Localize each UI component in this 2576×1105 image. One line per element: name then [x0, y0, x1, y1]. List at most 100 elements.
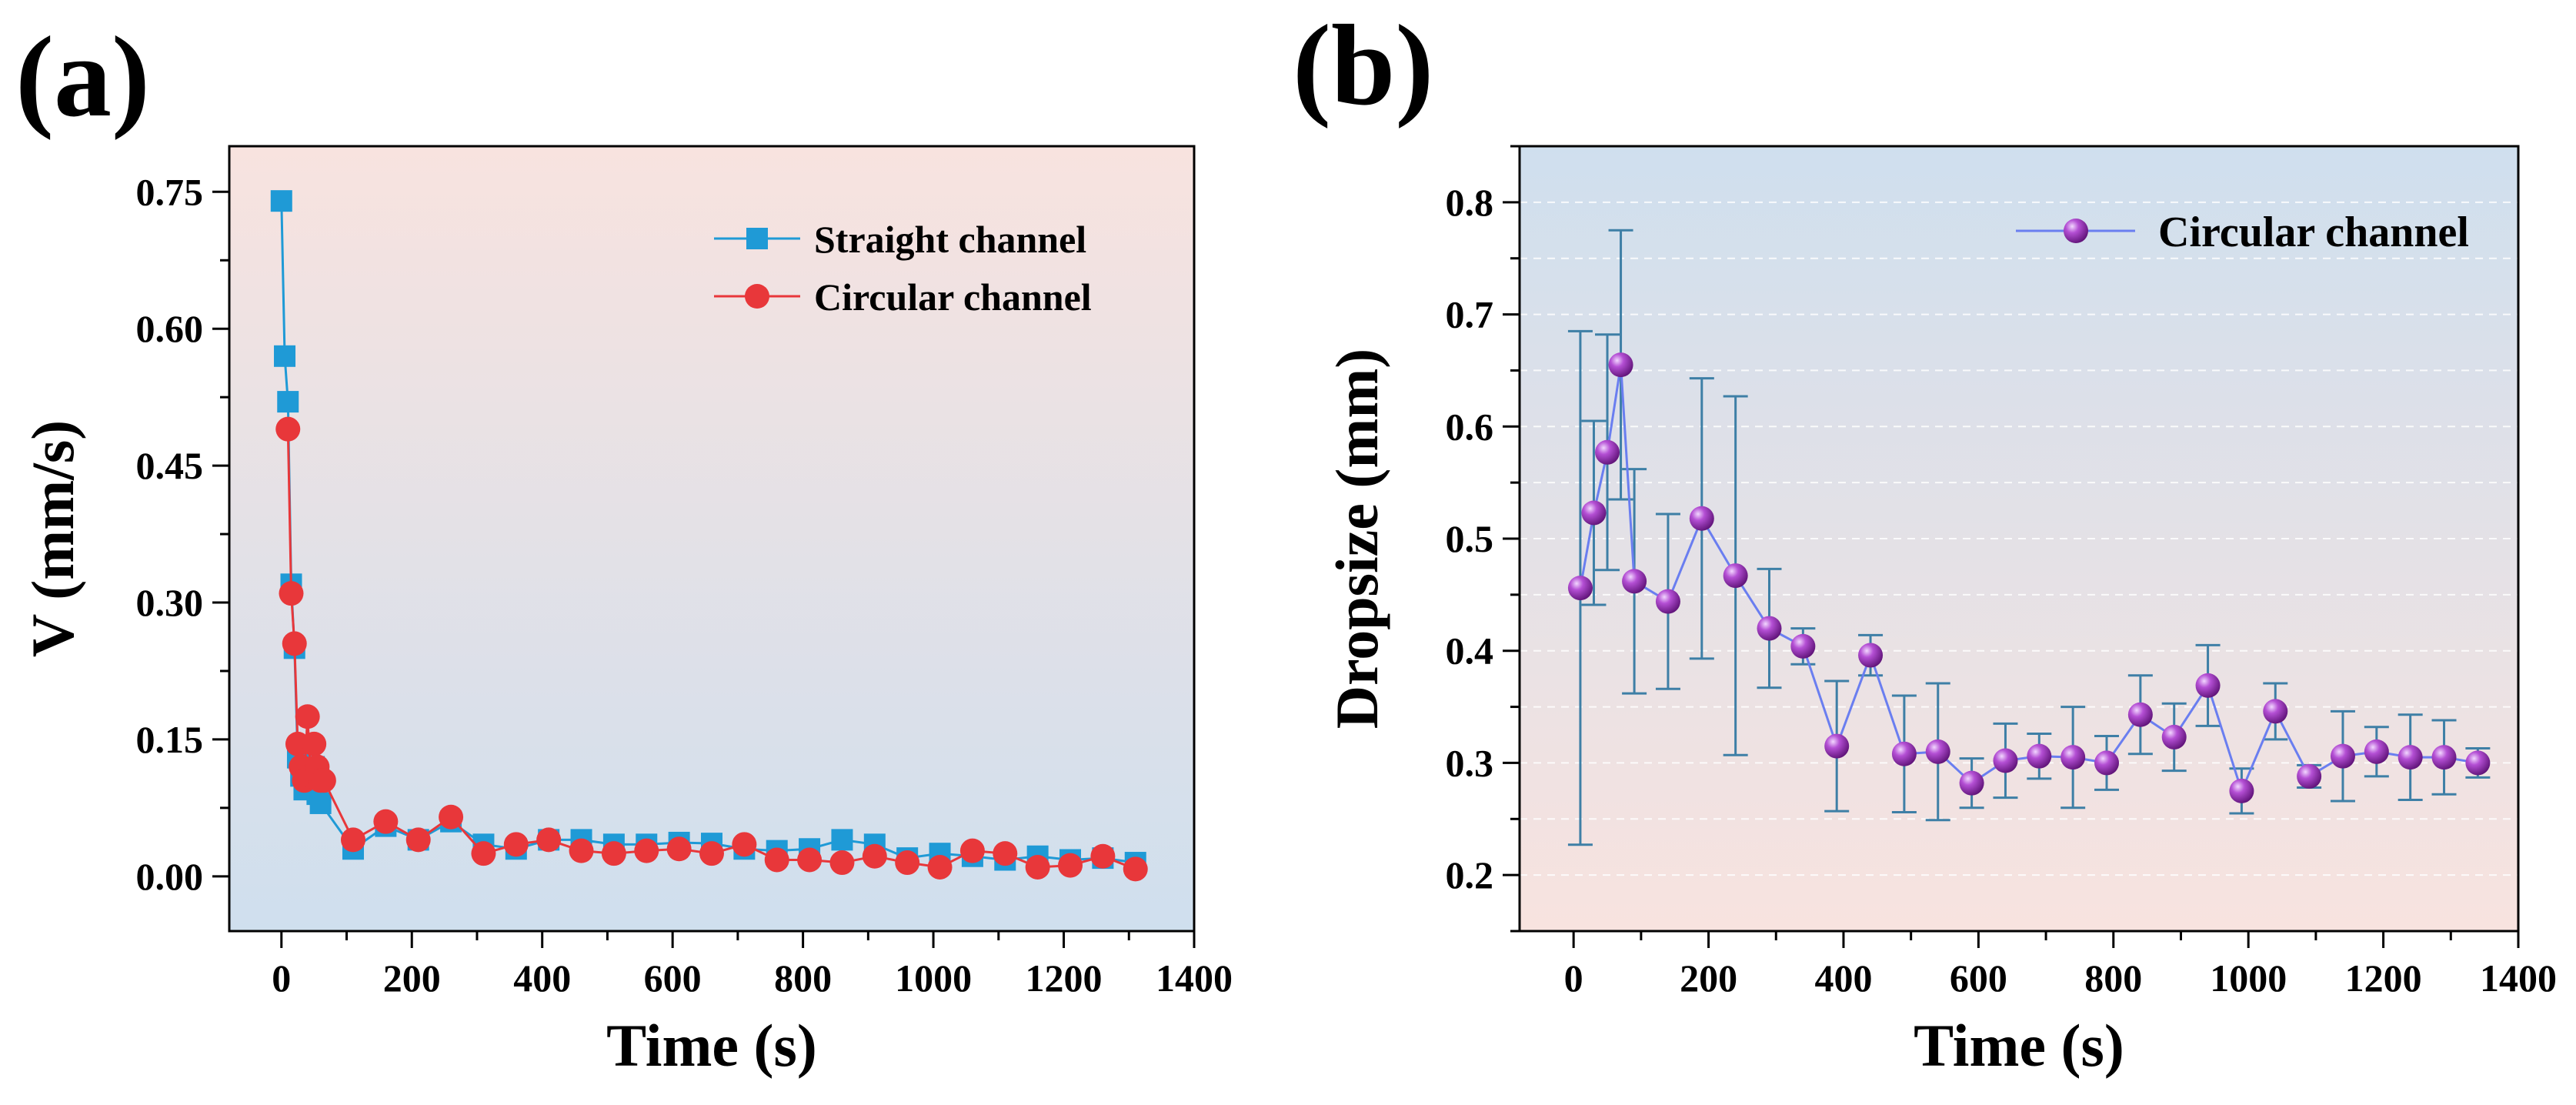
panel-label-b: (b) — [1293, 2, 1433, 129]
circle-marker — [829, 850, 855, 876]
circle-marker — [699, 841, 724, 866]
legend-square-marker — [746, 228, 768, 249]
x-tick-label: 600 — [1950, 956, 2007, 1000]
x-tick-label: 1200 — [1026, 956, 1103, 1000]
legend-label: Straight channel — [814, 218, 1086, 261]
sphere-marker — [1891, 741, 1917, 766]
y-tick-label: 0.00 — [136, 855, 204, 898]
y-tick-label: 0.60 — [136, 307, 204, 350]
x-tick-label: 400 — [1814, 956, 1872, 1000]
circle-marker — [666, 836, 692, 862]
x-axis-title-b: Time (s) — [1914, 1012, 2124, 1079]
x-tick-label: 0 — [272, 956, 291, 1000]
y-tick-label: 0.2 — [1446, 853, 1494, 896]
panel-a: (a) 0 200 400 600 800 1000 1200 1400 0.00 0.15 0.3… — [15, 13, 1233, 1079]
legend-circle-marker — [745, 284, 769, 309]
x-tick-label: 1200 — [2345, 956, 2422, 1000]
sphere-marker — [1689, 506, 1714, 531]
y-tick-label: 0.4 — [1446, 629, 1494, 673]
circle-marker — [764, 847, 789, 873]
circle-marker — [569, 838, 594, 863]
x-tick-label: 0 — [1564, 956, 1583, 1000]
x-tick-label: 200 — [383, 956, 441, 1000]
sphere-marker — [2263, 699, 2288, 724]
circle-marker — [373, 809, 399, 834]
sphere-marker — [2094, 750, 2120, 776]
sphere-marker — [2161, 724, 2187, 749]
square-marker — [831, 829, 853, 851]
y-tick-label: 0.75 — [136, 170, 204, 213]
circle-marker — [797, 847, 823, 873]
sphere-marker — [1595, 439, 1620, 465]
sphere-marker — [2229, 778, 2254, 803]
sphere-marker — [1655, 589, 1680, 614]
y-tick-label: 0.5 — [1446, 517, 1494, 560]
circle-marker — [1058, 853, 1083, 878]
sphere-marker — [2465, 750, 2491, 776]
sphere-marker — [1993, 748, 2018, 773]
circle-marker — [405, 827, 431, 853]
circle-marker — [275, 416, 301, 442]
legend-label: Circular channel — [2158, 209, 2469, 256]
y-tick-label: 0.3 — [1446, 741, 1494, 784]
y-axis-title-a: V (mm/s) — [19, 420, 86, 657]
circle-marker — [634, 838, 659, 863]
plot-b-axes: 0 200 400 600 800 1000 1200 1400 0.2 0.3 0.4 0.5 0.6… — [1446, 145, 2557, 1000]
x-tick-label: 1000 — [2210, 956, 2287, 1000]
sphere-marker — [1567, 576, 1593, 601]
sphere-marker — [2364, 739, 2389, 764]
circle-marker — [295, 704, 320, 729]
plot-a-frame — [228, 145, 1196, 933]
y-axis-title-b: Dropsize (mm) — [1323, 349, 1390, 729]
sphere-marker — [2127, 702, 2153, 727]
sphere-marker — [2027, 743, 2052, 769]
sphere-marker — [1757, 616, 1782, 641]
x-tick-label: 800 — [774, 956, 832, 1000]
circle-marker — [1090, 843, 1116, 869]
sphere-marker — [1581, 500, 1607, 526]
legend-label: Circular channel — [814, 275, 1092, 319]
circle-marker — [959, 838, 985, 863]
sphere-marker — [1858, 643, 1884, 668]
plot-a-series — [270, 190, 1148, 882]
y-tick-label: 0.30 — [136, 581, 204, 624]
sphere-marker — [1824, 733, 1850, 759]
sphere-marker — [2060, 745, 2086, 770]
circle-marker — [536, 827, 562, 853]
plot-b-grid — [1520, 201, 2518, 876]
circle-marker — [993, 841, 1018, 866]
x-tick-label: 1000 — [895, 956, 972, 1000]
x-tick-label: 1400 — [2480, 956, 2557, 1000]
sphere-marker — [1723, 563, 1748, 589]
sphere-marker — [2297, 763, 2322, 789]
circle-marker — [282, 631, 307, 656]
x-axis-title-a: Time (s) — [606, 1012, 817, 1079]
y-tick-label: 0.45 — [136, 444, 204, 487]
circle-marker — [1025, 854, 1050, 880]
legend-sphere-marker — [2064, 219, 2088, 243]
circle-marker — [279, 581, 304, 606]
circle-marker — [732, 832, 757, 857]
circle-marker — [862, 843, 887, 869]
sphere-marker — [1959, 770, 1984, 796]
circle-marker — [601, 841, 626, 866]
sphere-marker — [1608, 352, 1633, 378]
sphere-marker — [2330, 743, 2355, 769]
y-tick-label: 0.7 — [1446, 293, 1494, 336]
plot-b-series — [1567, 229, 2491, 846]
x-tick-label: 1400 — [1156, 956, 1233, 1000]
circle-marker — [439, 804, 464, 830]
plot-a-axes: 0 200 400 600 800 1000 1200 1400 0.00 0.15 0.30 0.4… — [136, 170, 1233, 1000]
circle-marker — [927, 854, 953, 880]
x-tick-label: 600 — [644, 956, 702, 1000]
circle-marker — [895, 850, 920, 876]
panel-label-a: (a) — [15, 13, 150, 141]
plot-a-background — [229, 146, 1194, 931]
x-tick-label: 200 — [1680, 956, 1737, 1000]
y-tick-label: 0.15 — [136, 718, 204, 761]
y-tick-label: 0.6 — [1446, 405, 1494, 448]
circle-marker — [311, 768, 336, 793]
square-marker — [270, 190, 292, 212]
sphere-marker — [1790, 633, 1816, 659]
